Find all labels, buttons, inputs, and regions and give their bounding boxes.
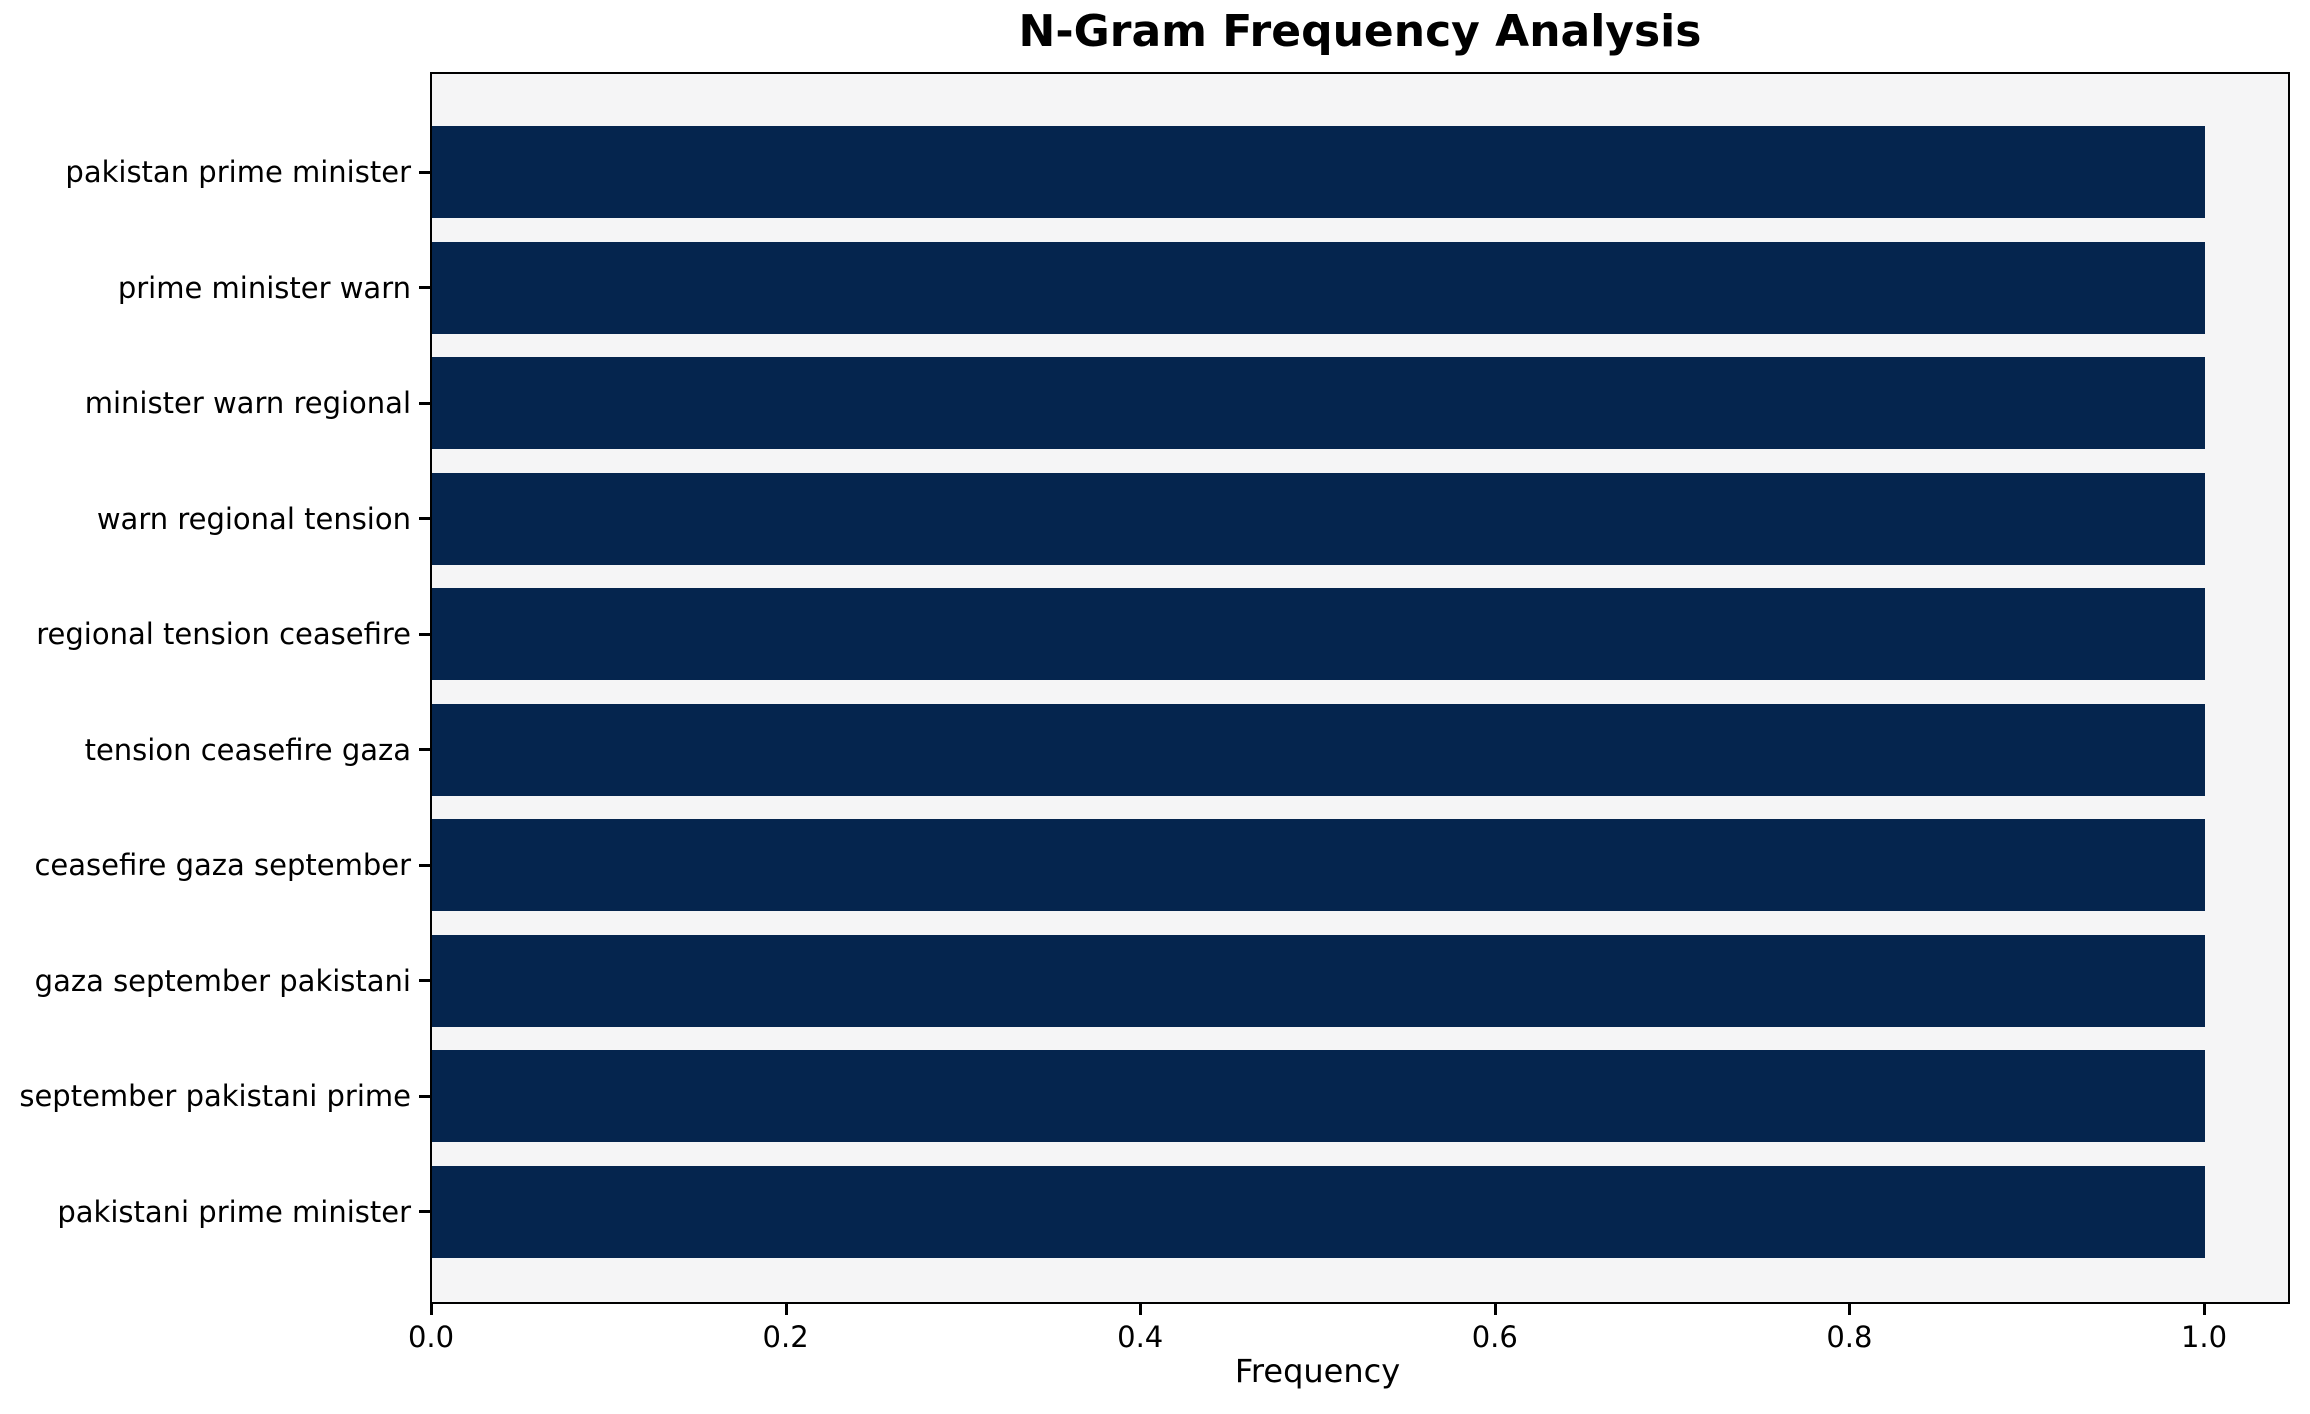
x-axis: 0.0 0.2 0.4 0.6 0.8 1.0	[408, 1304, 2227, 1364]
y-tick-label: pakistani prime minister	[57, 1194, 411, 1229]
x-tick-label: 1.0	[2180, 1320, 2228, 1354]
chart-title: N-Gram Frequency Analysis	[1018, 6, 1702, 57]
x-tick-label: 0.0	[407, 1320, 455, 1354]
y-tick-label: minister warn regional	[84, 386, 411, 421]
bar	[432, 934, 2205, 1027]
y-tick-label: tension ceasefire gaza	[84, 732, 411, 767]
bar	[432, 1050, 2205, 1143]
bar	[432, 588, 2205, 681]
x-tick-mark	[1493, 1304, 1497, 1315]
x-tick-label: 0.2	[762, 1320, 809, 1354]
bar-row	[432, 241, 2288, 334]
bar	[432, 703, 2205, 796]
y-tick-mark	[419, 401, 430, 405]
plot-area	[430, 72, 2290, 1304]
y-tick-mark	[419, 517, 430, 521]
x-tick-mark	[1848, 1304, 1852, 1315]
bar-row	[432, 819, 2288, 912]
y-tick-row: gaza september pakistani	[0, 935, 430, 1027]
y-tick-row: prime minister warn	[0, 242, 430, 334]
y-tick-label: prime minister warn	[117, 270, 411, 305]
y-tick-label: pakistan prime minister	[65, 155, 411, 189]
x-axis-label: Frequency	[1234, 1352, 1401, 1390]
y-tick-row: warn regional tension	[0, 473, 430, 565]
bar-row	[432, 703, 2288, 796]
bar	[432, 126, 2205, 218]
y-tick-label: warn regional tension	[96, 501, 411, 536]
y-axis: pakistan prime minister prime minister wa…	[0, 74, 430, 1302]
x-tick-label: 0.8	[1826, 1320, 1873, 1354]
x-tick-mark	[1139, 1304, 1143, 1315]
y-tick-mark	[419, 979, 430, 983]
x-tick-mark	[2203, 1304, 2206, 1315]
x-tick-mark	[430, 1304, 433, 1315]
x-tick-mark	[784, 1304, 788, 1315]
y-tick-mark	[419, 632, 430, 636]
bar-row	[432, 588, 2288, 681]
bar-row	[432, 1050, 2288, 1143]
bar	[432, 357, 2205, 450]
y-tick-row: minister warn regional	[0, 357, 430, 449]
y-tick-mark	[419, 170, 430, 174]
y-tick-mark	[419, 748, 430, 752]
y-tick-row: pakistan prime minister	[0, 126, 430, 218]
bar-row	[432, 357, 2288, 450]
y-tick-row: pakistani prime minister	[0, 1166, 430, 1258]
y-tick-label: regional tension ceasefire	[36, 617, 411, 652]
bars-container	[432, 74, 2288, 1302]
bar-row	[432, 126, 2288, 218]
bar	[432, 1165, 2205, 1258]
bar	[432, 241, 2205, 334]
y-tick-row: september pakistani prime	[0, 1050, 430, 1142]
bar	[432, 819, 2205, 912]
y-tick-mark	[419, 1210, 430, 1214]
y-tick-row: ceasefire gaza september	[0, 819, 430, 911]
bar	[432, 472, 2205, 565]
y-tick-label: september pakistani prime	[19, 1079, 411, 1114]
y-tick-mark	[419, 286, 430, 290]
x-tick-label: 0.4	[1117, 1320, 1164, 1354]
y-tick-mark	[419, 1094, 430, 1098]
bar-row	[432, 934, 2288, 1027]
y-tick-label: ceasefire gaza september	[34, 848, 411, 883]
x-tick-label: 0.6	[1471, 1320, 1518, 1354]
y-tick-row: tension ceasefire gaza	[0, 704, 430, 796]
bar-row	[432, 472, 2288, 565]
y-tick-label: gaza september pakistani	[34, 963, 411, 998]
y-tick-row: regional tension ceasefire	[0, 588, 430, 680]
y-tick-mark	[419, 863, 430, 867]
bar-row	[432, 1165, 2288, 1258]
